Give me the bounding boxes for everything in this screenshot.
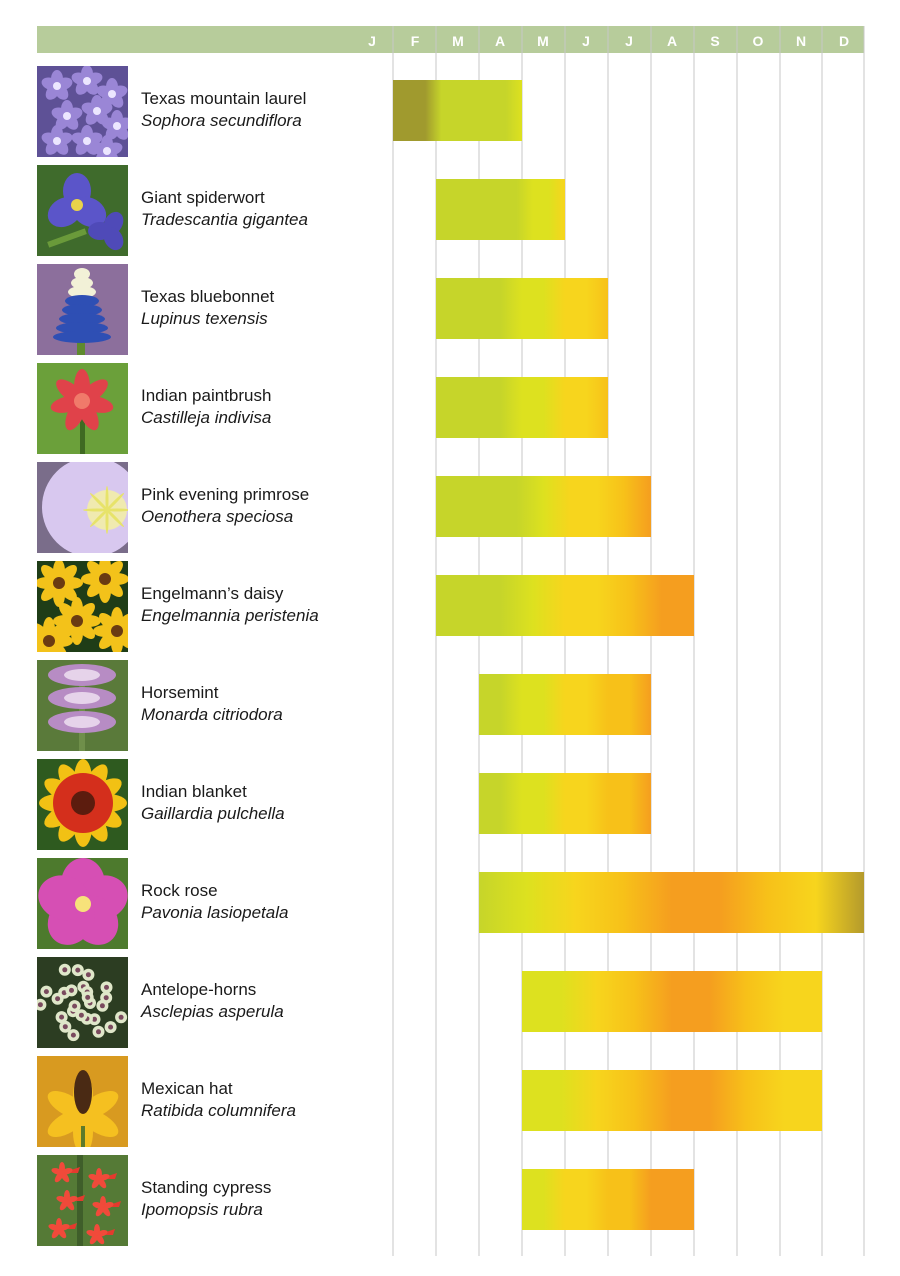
month-tick-6: J (582, 33, 590, 49)
scientific-name: Castilleja indivisa (141, 408, 272, 427)
bloom-bars (393, 80, 864, 1230)
plant-name-5: Pink evening primrose Oenothera speciosa (141, 484, 391, 528)
bloom-bar-2 (436, 179, 565, 240)
flower-photo-1 (37, 66, 128, 157)
scientific-name: Tradescantia gigantea (141, 210, 308, 229)
flower-photo-5 (37, 462, 128, 553)
common-name: Giant spiderwort (141, 188, 265, 207)
common-name: Standing cypress (141, 1178, 272, 1197)
plant-name-4: Indian paintbrush Castilleja indivisa (141, 385, 391, 429)
bloom-bar-7 (479, 674, 651, 735)
month-tick-4: A (495, 33, 505, 49)
plant-name-8: Indian blanket Gaillardia pulchella (141, 781, 391, 825)
scientific-name: Gaillardia pulchella (141, 804, 285, 823)
bloom-bar-3 (436, 278, 608, 339)
plant-name-3: Texas bluebonnet Lupinus texensis (141, 286, 391, 330)
plant-name-6: Engelmann’s daisy Engelmannia peristenia (141, 583, 391, 627)
month-tick-10: O (753, 33, 764, 49)
common-name: Indian blanket (141, 782, 247, 801)
bloom-bar-1 (393, 80, 522, 141)
common-name: Rock rose (141, 881, 218, 900)
bloom-bar-12 (522, 1169, 694, 1230)
month-tick-8: A (667, 33, 677, 49)
month-header-bar (37, 26, 864, 53)
common-name: Texas bluebonnet (141, 287, 275, 306)
common-name: Pink evening primrose (141, 485, 310, 504)
month-tick-11: N (796, 33, 806, 49)
flower-photo-8 (37, 759, 128, 850)
flower-photo-7 (37, 660, 128, 751)
flower-photo-3 (37, 264, 128, 355)
bloom-bar-10 (522, 971, 822, 1032)
bloom-bar-8 (479, 773, 651, 834)
scientific-name: Lupinus texensis (141, 309, 268, 328)
scientific-name: Monarda citriodora (141, 705, 283, 724)
flower-photo-12 (37, 1155, 128, 1246)
flower-photo-2 (37, 165, 128, 256)
month-tick-1: J (368, 33, 376, 49)
plant-name-7: Horsemint Monarda citriodora (141, 682, 391, 726)
scientific-name: Engelmannia peristenia (141, 606, 319, 625)
common-name: Mexican hat (141, 1079, 233, 1098)
scientific-name: Ipomopsis rubra (141, 1200, 263, 1219)
scientific-name: Ratibida columnifera (141, 1101, 296, 1120)
bloom-bar-5 (436, 476, 651, 537)
flower-photo-10 (37, 957, 128, 1048)
flower-photo-11 (37, 1056, 128, 1147)
plant-name-2: Giant spiderwort Tradescantia gigantea (141, 187, 391, 231)
scientific-name: Pavonia lasiopetala (141, 903, 289, 922)
month-tick-5: M (537, 33, 549, 49)
flower-photo-4 (37, 363, 128, 454)
scientific-name: Sophora secundiflora (141, 111, 302, 130)
common-name: Indian paintbrush (141, 386, 272, 405)
common-name: Horsemint (141, 683, 219, 702)
bloom-bar-9 (479, 872, 864, 933)
month-tick-7: J (625, 33, 633, 49)
plant-name-9: Rock rose Pavonia lasiopetala (141, 880, 391, 924)
month-tick-3: M (452, 33, 464, 49)
plant-name-10: Antelope-horns Asclepias asperula (141, 979, 391, 1023)
month-tick-9: S (710, 33, 719, 49)
month-tick-2: F (411, 33, 420, 49)
bloom-bar-4 (436, 377, 608, 438)
flower-photo-6 (37, 561, 128, 652)
common-name: Antelope-horns (141, 980, 257, 999)
common-name: Engelmann’s daisy (141, 584, 284, 603)
plant-name-12: Standing cypress Ipomopsis rubra (141, 1177, 391, 1221)
bloom-bar-6 (436, 575, 694, 636)
scientific-name: Oenothera speciosa (141, 507, 294, 526)
plant-name-1: Texas mountain laurel Sophora secundiflor… (141, 88, 391, 132)
bloom-bar-11 (522, 1070, 822, 1131)
flower-photo-9 (37, 858, 128, 949)
scientific-name: Asclepias asperula (141, 1002, 284, 1021)
plant-name-11: Mexican hat Ratibida columnifera (141, 1078, 391, 1122)
common-name: Texas mountain laurel (141, 89, 307, 108)
month-tick-12: D (839, 33, 849, 49)
